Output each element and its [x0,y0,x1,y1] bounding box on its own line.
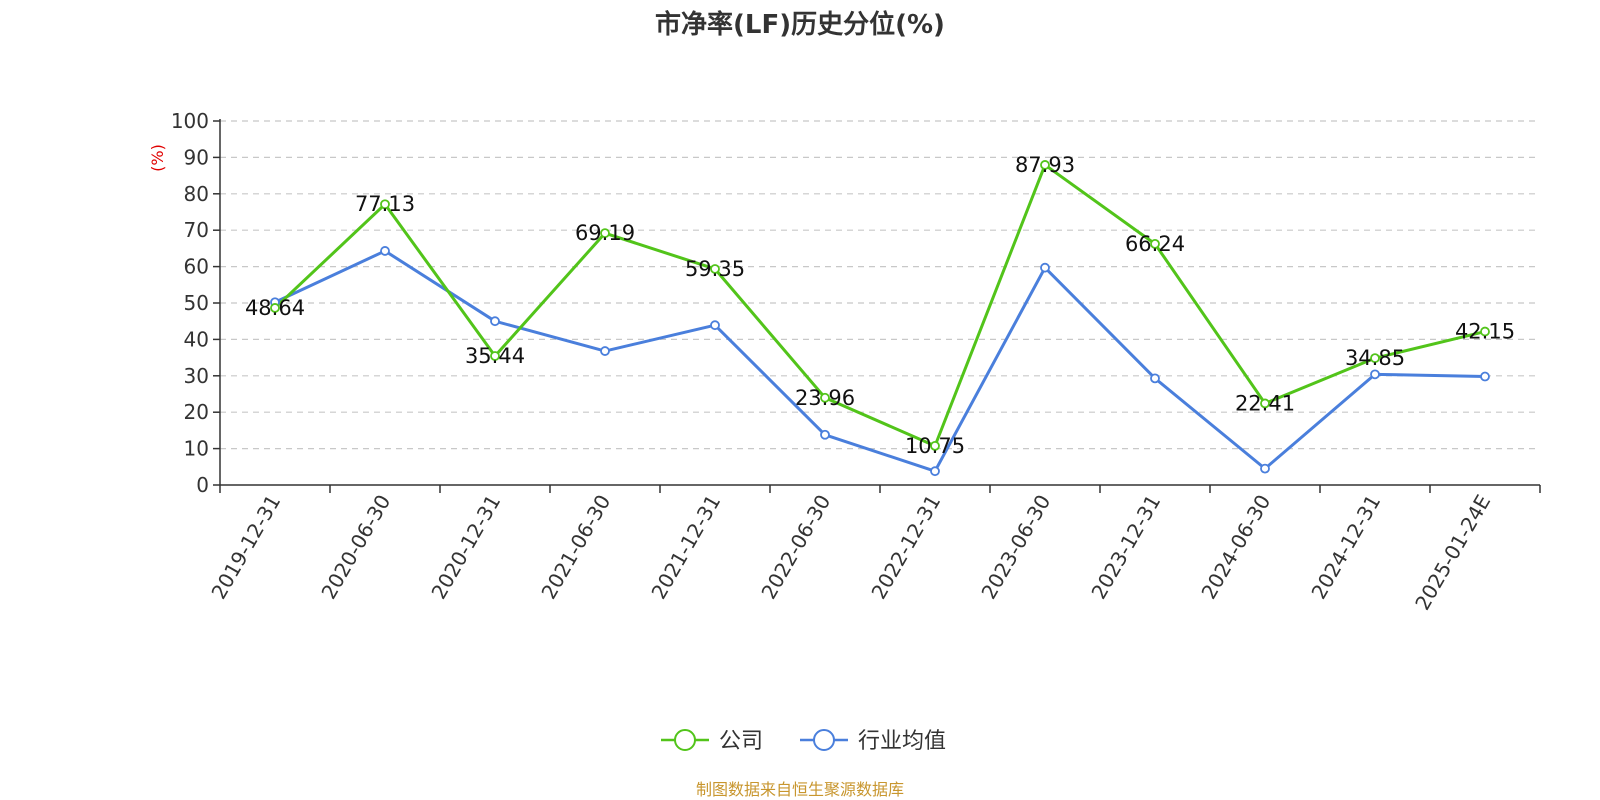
data-label: 35.44 [465,344,525,368]
y-tick-label: 10 [184,437,209,461]
y-tick-label: 40 [184,327,209,351]
chart-title: 市净率(LF)历史分位(%) [655,9,945,40]
series-line [274,249,1486,473]
legend-label: 行业均值 [858,729,946,754]
data-label: 23.96 [795,386,855,410]
x-tick-label: 2020-06-30 [316,491,395,604]
data-point [380,199,390,210]
data-point [710,320,720,331]
y-tick-label: 90 [184,145,209,169]
data-label: 87.93 [1015,153,1075,177]
data-point [490,351,500,361]
data-label: 10.75 [905,434,965,458]
data-point [1480,371,1490,382]
x-tick-label: 2023-06-30 [976,491,1055,604]
y-tick-label: 20 [184,400,209,424]
data-point [1260,463,1270,474]
series [270,160,1490,477]
legend-item[interactable]: 公司 [661,729,763,754]
x-tick-label: 2022-12-31 [866,491,945,604]
source-note: 制图数据来自恒生聚源数据库 [696,780,904,799]
legend-item[interactable]: 行业均值 [800,729,946,754]
data-point [930,466,940,477]
data-point [1260,398,1270,409]
data-point [600,228,610,239]
legend-swatch-marker [674,729,696,751]
x-tick-label: 2024-12-31 [1306,491,1385,604]
y-tick-label: 80 [184,182,209,206]
y-axis-label: (%) [148,144,167,172]
y-tick-label: 100 [171,109,209,133]
data-label: 34.85 [1345,346,1405,370]
axes: 0 10 20 30 40 50 60 70 80 90 100 2019-12-31 2020-06-… [171,109,1541,615]
y-tick-label: 50 [184,291,209,315]
data-point [1480,326,1490,337]
x-tick-label: 2024-06-30 [1196,491,1275,604]
y-tick-label: 0 [196,473,209,497]
x-tick-label: 2020-12-31 [426,491,505,604]
data-labels: 48.64 77.13 35.44 69.19 59.35 23.96 10.75 87.93… [245,153,1515,458]
data-label: 59.35 [685,257,745,281]
data-point [1370,369,1380,380]
grid-lines [220,120,1540,450]
x-tick-label: 2021-06-30 [536,491,615,604]
legend-swatch-marker [813,729,835,751]
data-point [710,264,720,274]
series-line [273,163,1486,448]
x-tick-label: 2023-12-31 [1086,491,1165,604]
y-tick-label: 30 [184,364,209,388]
data-label: 69.19 [575,221,635,245]
x-tick-label: 2021-12-31 [646,491,725,604]
x-tick-label: 2022-06-30 [756,491,835,604]
y-tick-label: 70 [184,218,209,242]
data-point [600,346,610,356]
data-label: 77.13 [355,192,415,216]
legend-label: 公司 [719,729,763,754]
data-label: 66.24 [1125,232,1185,256]
data-point [1040,262,1050,273]
data-point [820,429,830,440]
data-point [820,392,830,403]
x-tick-label: 2025-01-24E [1410,491,1495,615]
data-point [490,316,500,327]
x-tick-label: 2019-12-31 [206,491,285,604]
data-point [1150,238,1160,249]
data-label: 42.15 [1455,320,1515,344]
data-point [1370,353,1380,364]
data-label: 48.64 [245,296,305,320]
data-point [1040,160,1050,170]
data-point [930,440,940,451]
data-point [270,303,280,313]
data-point [380,246,390,256]
data-point [1150,373,1160,384]
data-label: 22.41 [1235,391,1295,415]
y-tick-label: 60 [184,255,209,279]
legend[interactable]: 公司 行业均值 [661,729,946,754]
